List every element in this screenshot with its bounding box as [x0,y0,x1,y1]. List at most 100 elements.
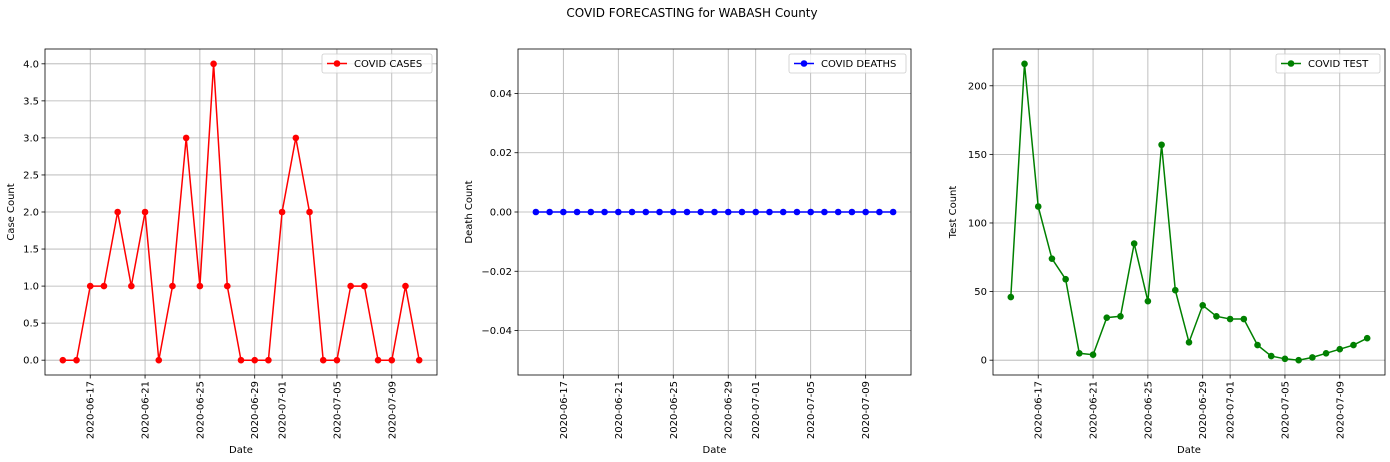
y-tick-label: 2.0 [23,208,39,219]
y-tick-label: −0.04 [481,326,512,337]
y-axis-label: Case Count [6,183,17,240]
data-point [573,208,581,216]
data-point [223,282,231,290]
data-point [1089,351,1097,358]
y-tick-label: 2.5 [23,170,39,181]
x-tick-label: 2020-07-05 [1280,381,1291,439]
data-point [182,134,190,142]
chart-panel: −0.04 −0.02 0.00 0.02 0.04 2020-06-17 2020-06-… [464,48,912,456]
y-tick-label: 0 [981,356,987,367]
data-point [1117,312,1124,320]
x-tick-label: 2020-06-25 [1143,381,1154,439]
x-tick-label: 2020-06-25 [195,381,206,439]
x-axis-label: Date [703,445,727,456]
plot-area [993,49,1385,375]
data-point [1199,301,1207,309]
data-point [1130,240,1138,247]
data-point [1363,334,1371,342]
data-point [128,282,135,290]
y-tick-label: 4.0 [23,59,39,70]
data-point [1007,293,1015,301]
x-tick-label: 2020-06-25 [669,381,680,439]
data-point [724,208,732,216]
y-tick-label: 0.00 [490,208,512,219]
data-point [1240,315,1248,323]
data-point [196,282,204,290]
x-tick-label: 2020-06-21 [614,381,625,439]
data-point [834,208,842,216]
data-point [388,356,396,364]
data-point [560,208,567,216]
data-point [1295,356,1302,364]
data-point [114,208,121,216]
data-point [532,208,540,216]
y-tick-label: 0.02 [490,148,512,159]
data-point [669,208,677,216]
y-tick-label: 1.0 [23,282,39,293]
legend-marker [333,60,341,67]
legend-label: COVID CASES [354,59,422,70]
data-point [1171,286,1179,294]
data-point [292,134,300,142]
data-point [251,356,259,364]
data-point [265,356,272,364]
data-point [848,208,856,216]
data-point [601,208,608,216]
data-point [1254,341,1261,349]
plot-frame [517,48,912,376]
x-tick-label: 2020-07-01 [1226,381,1237,439]
data-point [1322,350,1330,357]
legend-label: COVID TEST [1308,59,1369,70]
legend-box [321,53,433,74]
x-tick-label: 2020-06-29 [250,381,261,439]
data-point [374,356,382,364]
data-point [59,356,67,364]
y-tick-label: 100 [968,218,987,229]
data-point [1336,345,1344,353]
data-point [169,282,176,290]
data-point [738,208,746,216]
y-tick-label: 200 [968,81,987,92]
data-point [656,208,663,216]
data-point [210,60,217,68]
data-point [1034,203,1042,210]
data-point [683,208,691,216]
data-point [237,356,245,364]
data-point [615,208,622,216]
y-axis-label: Test Count [948,186,959,240]
data-point [306,208,313,216]
data-point [155,356,163,364]
chart-panel: 0.0 0.5 1.0 1.5 2.0 2.5 3.0 3.5 4.0 2020-06-17 202… [6,48,438,456]
y-axis-label: Death Count [464,180,475,243]
x-axis-label: Date [229,445,253,456]
data-point [141,208,149,216]
legend-label: COVID DEATHS [821,59,896,70]
data-point [766,208,773,216]
data-point [587,208,595,216]
x-tick-label: 2020-06-29 [724,381,735,439]
x-axis-label: Date [1177,445,1201,456]
plot-frame [44,48,438,376]
x-tick-label: 2020-06-17 [1034,381,1045,439]
data-point [807,208,814,216]
y-tick-label: 0.04 [490,89,512,100]
data-point [1103,314,1111,321]
data-point [876,208,883,216]
legend: COVID CASES [321,53,433,74]
data-point [278,208,286,216]
data-point [361,282,368,290]
chart-panels: 0.0 0.5 1.0 1.5 2.0 2.5 3.0 3.5 4.0 2020-06-17 202… [6,48,1386,456]
data-point [1021,60,1028,68]
data-point [697,208,705,216]
legend-marker [1287,60,1295,67]
data-point [319,356,327,364]
x-tick-label: 2020-07-01 [751,381,762,439]
legend-marker [800,60,808,67]
data-point [1267,352,1275,360]
y-tick-label: 3.5 [23,96,39,107]
data-point [1281,355,1289,363]
y-tick-label: −0.02 [481,267,512,278]
y-tick-label: 0.0 [23,356,39,367]
chart-panel: 0 50 100 150 200 2020-06-17 2020-06-21 2020-06-… [948,48,1386,456]
data-point [711,208,718,216]
